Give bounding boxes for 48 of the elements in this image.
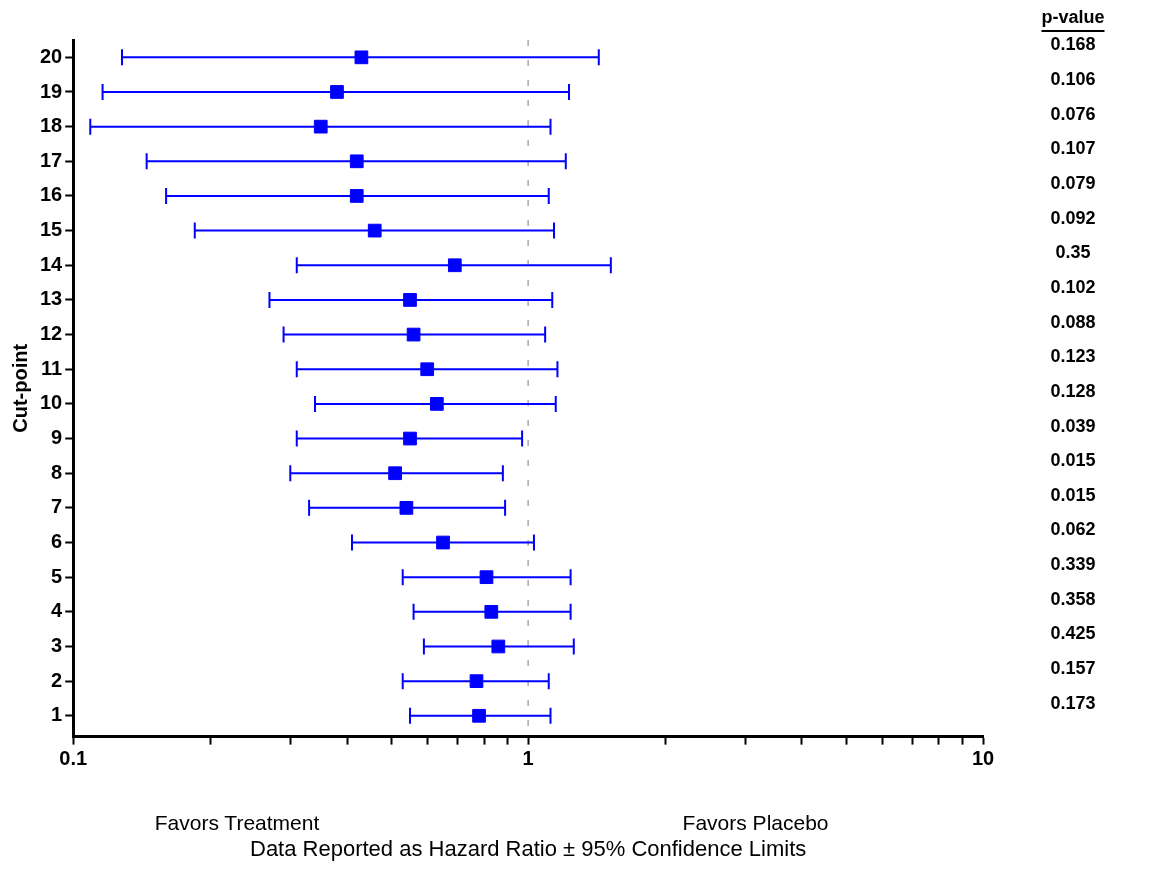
y-tick-label: 9 bbox=[51, 426, 63, 449]
y-tick-label: 4 bbox=[51, 599, 64, 622]
y-tick-label: 11 bbox=[41, 356, 63, 379]
text: 0.079 bbox=[1050, 172, 1096, 193]
text: 0.35 bbox=[1055, 242, 1091, 263]
y-tick-label: 17 bbox=[40, 148, 63, 171]
text: 0.102 bbox=[1050, 276, 1096, 297]
text: Favors Treatment bbox=[154, 811, 320, 835]
text: 0.157 bbox=[1050, 658, 1096, 679]
x-tick-label: 10 bbox=[971, 747, 995, 770]
text: 0.088 bbox=[1050, 311, 1096, 332]
y-tick-label: 1 bbox=[51, 703, 63, 726]
text: 0.107 bbox=[1050, 138, 1096, 159]
x-tick-label: 1 bbox=[522, 747, 534, 770]
y-tick-label: 14 bbox=[40, 252, 64, 275]
x-tick-label: 0.1 bbox=[59, 747, 88, 770]
y-tick-label: 2 bbox=[51, 668, 63, 691]
y-tick-label: 12 bbox=[40, 322, 63, 345]
text: 0.123 bbox=[1050, 346, 1096, 367]
y-tick-label: 20 bbox=[40, 44, 63, 67]
y-axis-title: Cut-point bbox=[8, 343, 31, 433]
text: 0.015 bbox=[1050, 484, 1096, 505]
y-tick-label: 8 bbox=[51, 460, 63, 483]
y-tick-label: 15 bbox=[40, 218, 63, 241]
y-tick-label: 6 bbox=[51, 530, 63, 553]
text: 0.062 bbox=[1050, 519, 1096, 540]
y-tick-label: 7 bbox=[51, 495, 63, 518]
text: 0.168 bbox=[1050, 34, 1096, 55]
y-tick-label: 18 bbox=[40, 114, 63, 137]
text: 0.173 bbox=[1050, 692, 1096, 713]
text: 0.339 bbox=[1050, 554, 1096, 575]
text: 0.015 bbox=[1050, 450, 1096, 471]
text: Favors Placebo bbox=[682, 811, 829, 835]
y-tick-label: 13 bbox=[40, 287, 63, 310]
text: p-value bbox=[1041, 6, 1105, 27]
text: 0.092 bbox=[1050, 207, 1096, 228]
x-axis-title: Data Reported as Hazard Ratio ± 95% Confidence Limits bbox=[250, 835, 807, 861]
text: 0.106 bbox=[1050, 68, 1096, 89]
y-tick-label: 16 bbox=[40, 183, 63, 206]
y-tick-label: 10 bbox=[40, 391, 63, 414]
text: 0.425 bbox=[1050, 623, 1096, 644]
text: 0.358 bbox=[1050, 588, 1096, 609]
text: 0.039 bbox=[1050, 415, 1096, 436]
y-tick-label: 3 bbox=[51, 634, 63, 657]
y-tick-label: 5 bbox=[51, 564, 63, 587]
y-tick-label: 19 bbox=[40, 79, 63, 102]
text: 0.076 bbox=[1050, 103, 1096, 124]
text: 0.128 bbox=[1050, 380, 1096, 401]
